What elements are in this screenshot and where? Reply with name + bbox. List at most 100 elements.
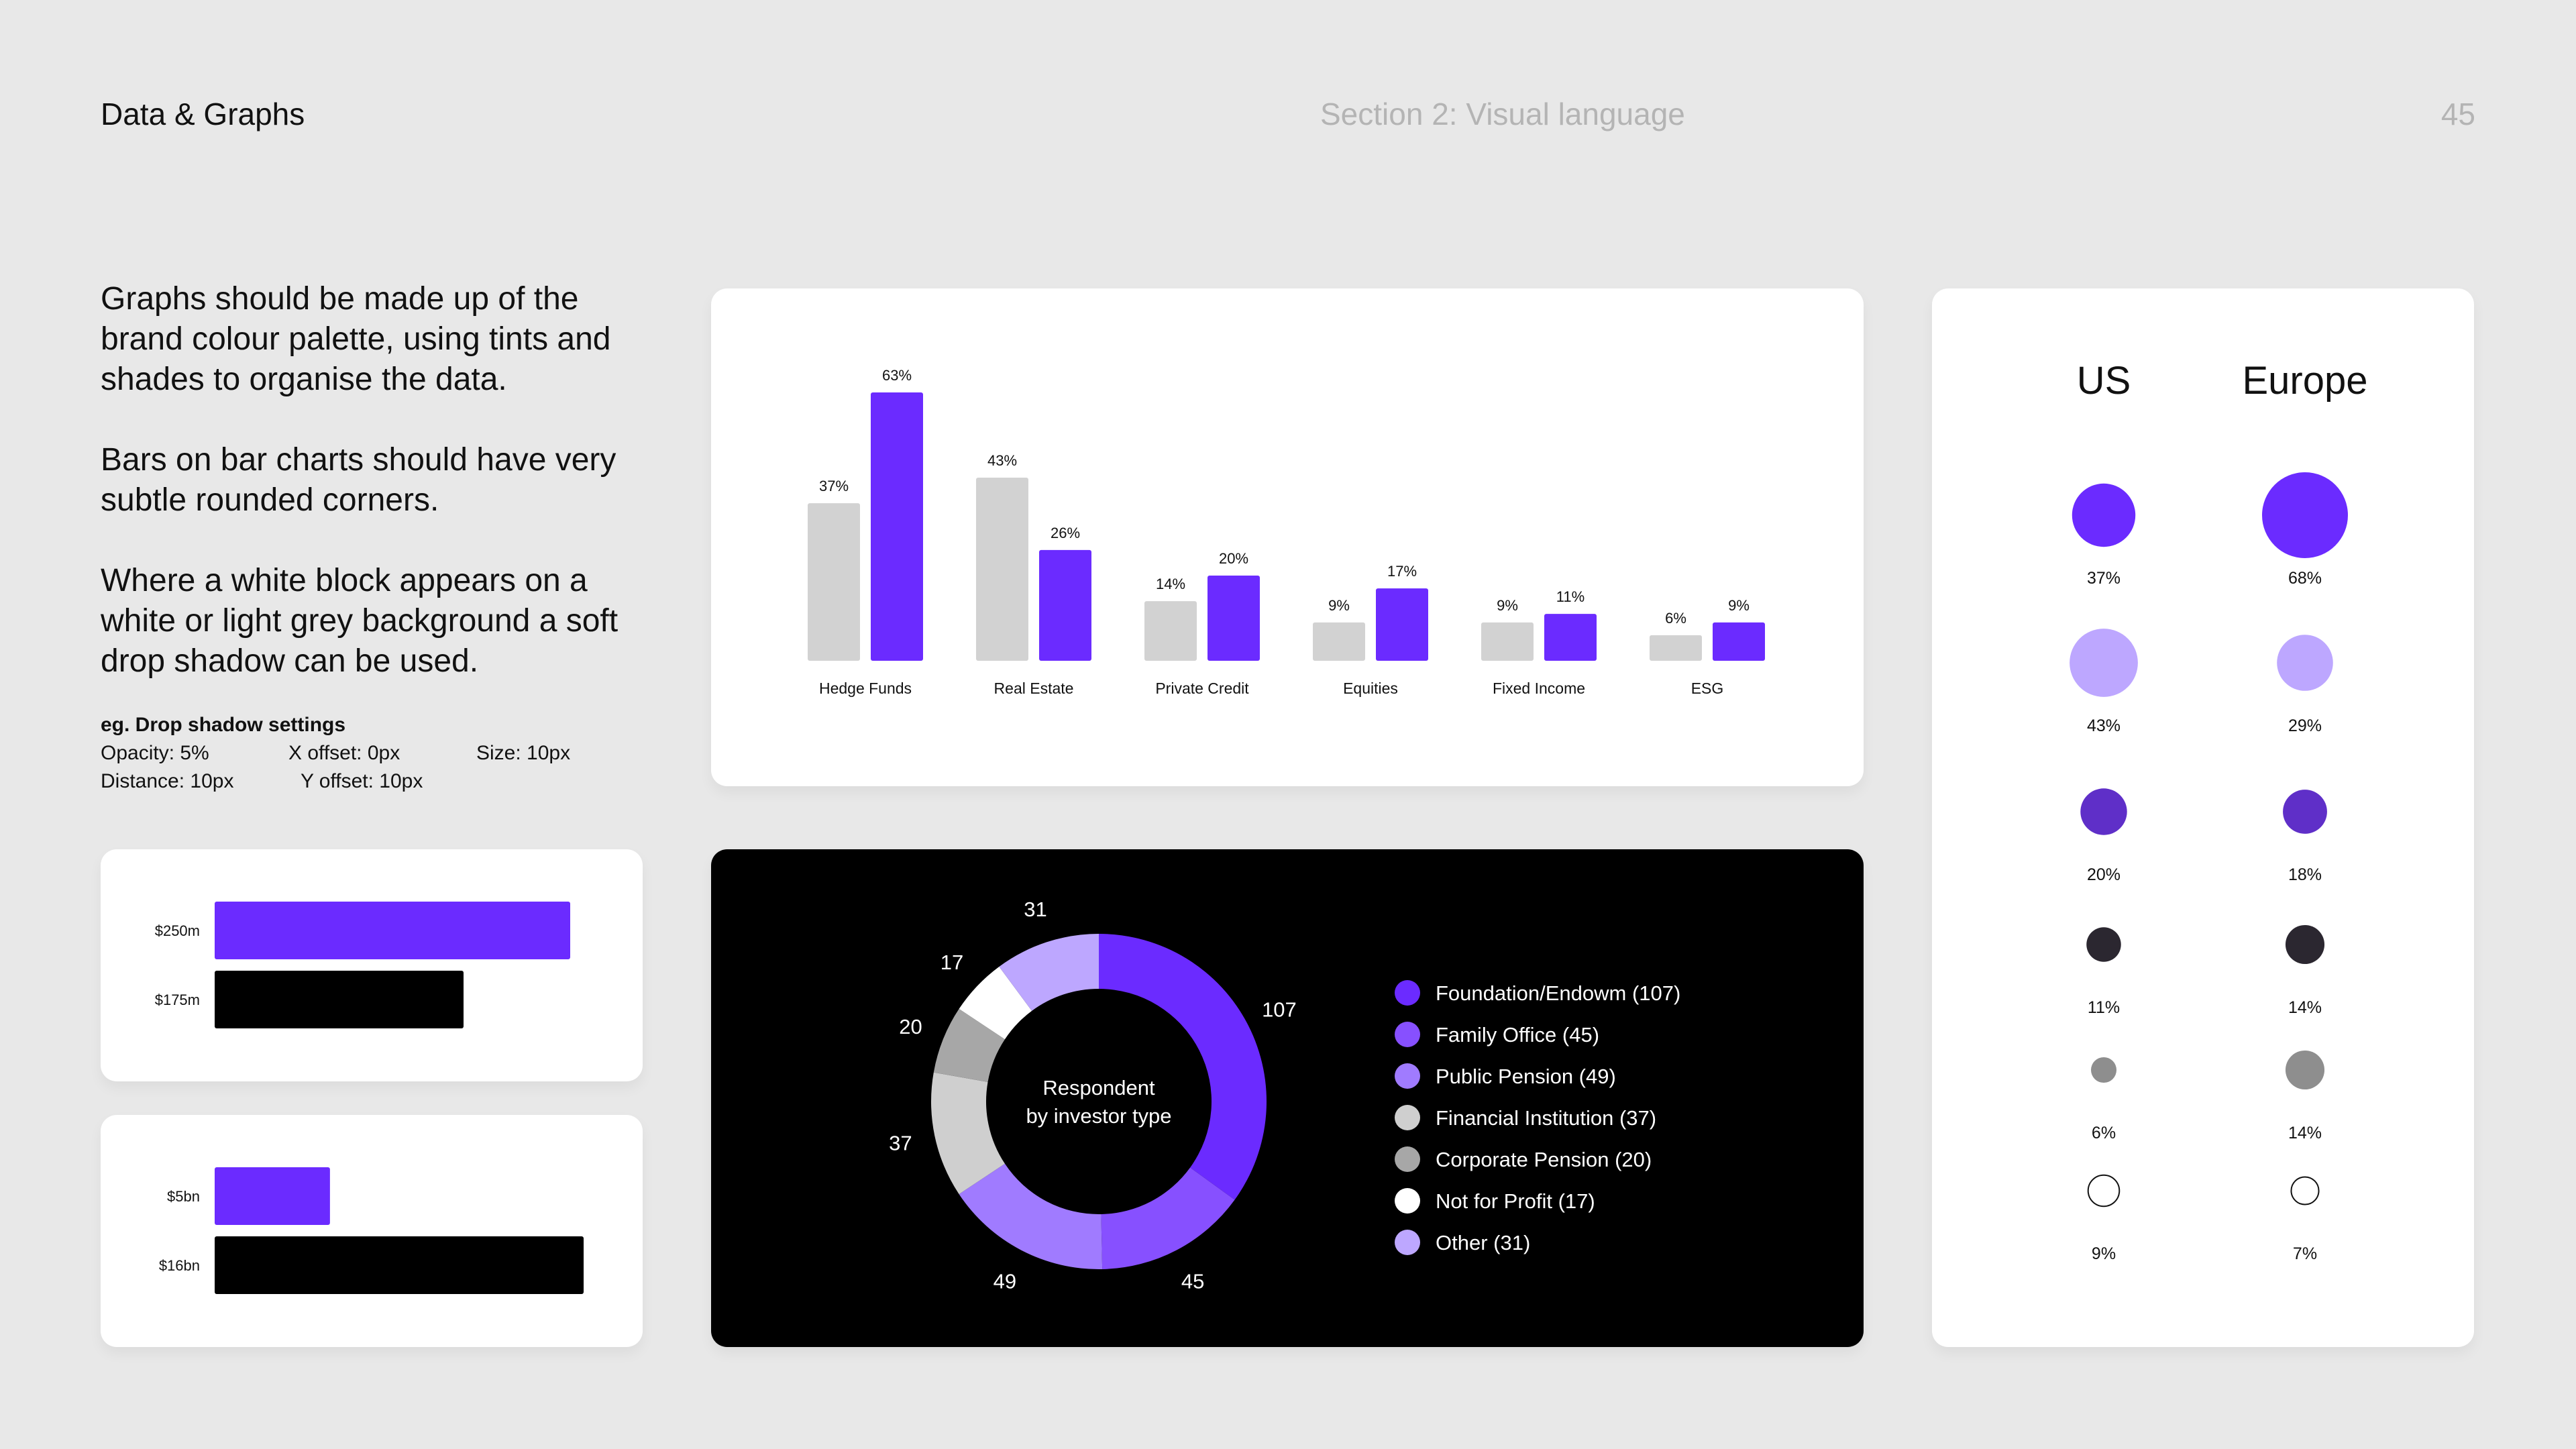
bubble-europe-row-4 (2285, 924, 2325, 965)
shadow-size: Size: 10px (476, 742, 571, 764)
bar-value-label: 17% (1387, 563, 1417, 580)
page-title: Data & Graphs (101, 97, 305, 131)
bar-private-credit-series-2 (1208, 576, 1260, 661)
donut-slice-value: 20 (899, 1015, 922, 1038)
bar-value-label: 9% (1728, 597, 1750, 614)
bar-value-label: 43% (987, 452, 1017, 469)
bubble-us-row-2 (2070, 629, 2138, 697)
donut-slice-value: 31 (1024, 898, 1046, 921)
hbar-5bn (215, 1167, 330, 1225)
bubble-us-row-6 (2087, 1174, 2121, 1208)
shadow-x-offset: X offset: 0px (288, 742, 400, 764)
bar-value-label: 20% (1219, 550, 1248, 567)
donut-slice-corporate-pension-20 (933, 1008, 1005, 1082)
bar-private-credit-series-1 (1144, 601, 1197, 661)
bubble-europe-row-5 (2285, 1050, 2325, 1090)
legend-swatch (1395, 1188, 1420, 1214)
horizontal-bar-chart-millions: $250m $175m (155, 902, 570, 1028)
bar-value-label: 63% (882, 367, 912, 384)
legend-label-foundation-endowm-107: Foundation/Endowm (107) (1436, 981, 1680, 1005)
donut-slice-not-for-profit-17 (959, 966, 1032, 1040)
bar-value-label: 37% (819, 478, 849, 494)
donut-slice-financial-institution-37 (931, 1072, 1005, 1195)
section-title: Section 2: Visual language (1320, 97, 1685, 131)
bubble-value-label: 11% (2088, 998, 2120, 1017)
bubble-value-label: 14% (2288, 998, 2322, 1017)
donut-slice-value: 37 (889, 1132, 912, 1155)
bar-value-label: 6% (1665, 610, 1686, 627)
bar-value-label: 9% (1497, 597, 1518, 614)
legend-label-corporate-pension-20: Corporate Pension (20) (1436, 1148, 1652, 1171)
donut-slice-other-31 (999, 934, 1099, 1011)
donut-center-label: by investor type (1026, 1104, 1171, 1128)
bubble-us-row-4 (2086, 927, 2121, 962)
donut-center-label: Respondent (1042, 1076, 1155, 1099)
donut-slice-family-office-45 (1101, 1167, 1235, 1269)
legend-swatch (1395, 1105, 1420, 1130)
bubble-value-label: 6% (2092, 1124, 2116, 1142)
bubble-us-row-1 (2072, 483, 2136, 547)
donut-slice-value: 49 (994, 1270, 1016, 1293)
bubble-us-row-5 (2090, 1057, 2117, 1083)
category-label-esg: ESG (1691, 680, 1724, 697)
donut-slice-value: 17 (941, 951, 963, 974)
intro-text: Graphs should be made up of the brand co… (101, 279, 664, 722)
bubble-value-label: 37% (2087, 569, 2121, 588)
bubble-europe-row-2 (2277, 635, 2333, 691)
column-header-europe: Europe (2242, 359, 2367, 402)
legend-label-financial-institution-37: Financial Institution (37) (1436, 1106, 1656, 1130)
donut-slice-value: 45 (1181, 1270, 1204, 1293)
bubble-europe-row-3 (2283, 790, 2327, 834)
bubble-value-label: 9% (2092, 1244, 2116, 1263)
hbar-175m (215, 971, 464, 1028)
legend-label-family-office-45: Family Office (45) (1436, 1023, 1599, 1046)
shadow-y-offset: Y offset: 10px (301, 770, 423, 792)
donut-slice-value: 107 (1262, 998, 1297, 1022)
bar-equities-series-2 (1376, 588, 1428, 661)
bar-real-estate-series-2 (1039, 549, 1091, 661)
bar-value-label: 11% (1556, 588, 1585, 605)
bar-hedge-funds-series-2 (871, 392, 923, 661)
bubble-value-label: 7% (2293, 1244, 2317, 1263)
bubble-value-label: 29% (2288, 716, 2322, 735)
category-label-fixed-income: Fixed Income (1493, 680, 1585, 697)
bar-esg-series-1 (1650, 635, 1702, 661)
hbar-label: $250m (155, 922, 200, 939)
bubble-chart: US Europe 37% 68% 43% 29% 20% 18% 11% 14% 6% 14% 9% 7… (2070, 359, 2368, 1263)
legend-swatch (1395, 1022, 1420, 1047)
legend-swatch (1395, 1230, 1420, 1255)
bar-fixed-income-series-2 (1544, 614, 1597, 661)
intro-paragraph-colours: Graphs should be made up of the brand co… (101, 281, 611, 397)
shadow-distance: Distance: 10px (101, 770, 234, 792)
bar-hedge-funds-series-1 (808, 503, 860, 661)
bubble-value-label: 14% (2288, 1124, 2322, 1142)
horizontal-bar-chart-billions: $5bn $16bn (159, 1167, 584, 1294)
hbar-label: $16bn (159, 1257, 200, 1274)
bar-value-label: 9% (1328, 597, 1350, 614)
donut-chart: 107 Foundation/Endowm (107) 45 Family Offic… (889, 898, 1680, 1293)
bar-chart: 37% 63% Hedge Funds 43% 26% Real Estate 14% 20%… (808, 367, 1765, 697)
bubble-value-label: 18% (2288, 865, 2322, 884)
legend-swatch (1395, 1063, 1420, 1089)
bar-chart-card: 37% 63% Hedge Funds 43% 26% Real Estate 14% 20%… (711, 288, 1864, 786)
bar-fixed-income-series-1 (1481, 622, 1534, 661)
bar-esg-series-2 (1713, 622, 1765, 661)
hbar-label: $5bn (167, 1188, 200, 1205)
donut-chart-card: 107 Foundation/Endowm (107) 45 Family Offic… (711, 849, 1864, 1347)
bubble-europe-row-1 (2262, 472, 2348, 558)
category-label-equities: Equities (1343, 680, 1398, 697)
bar-equities-series-1 (1313, 622, 1365, 661)
intro-paragraph-corners: Bars on bar charts should have very subt… (101, 442, 616, 518)
bubble-value-label: 20% (2087, 865, 2121, 884)
legend-label-other-31: Other (31) (1436, 1231, 1530, 1254)
shadow-settings-title: eg. Drop shadow settings (101, 714, 346, 736)
hbar-16bn (215, 1236, 584, 1294)
bubble-us-row-3 (2080, 788, 2127, 835)
category-label-private-credit: Private Credit (1155, 680, 1249, 697)
legend-swatch (1395, 1146, 1420, 1172)
hbar-250m (215, 902, 570, 959)
bubble-europe-row-6 (2290, 1176, 2320, 1205)
horizontal-bar-card-millions: $250m $175m (101, 849, 643, 1081)
legend-swatch (1395, 980, 1420, 1006)
donut-slice-public-pension-49 (959, 1163, 1103, 1269)
